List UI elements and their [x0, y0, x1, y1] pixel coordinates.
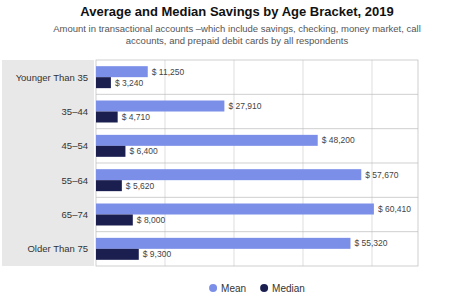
data-label: $ 8,000: [137, 215, 166, 225]
bar: [96, 249, 139, 260]
legend-swatch: [260, 284, 268, 292]
group-separator: [96, 163, 418, 164]
bar: [96, 77, 111, 88]
data-label: $ 4,710: [122, 112, 151, 122]
category-label: 45–54: [62, 140, 88, 151]
group-separator: [96, 231, 418, 232]
category-label: 55–64: [62, 175, 88, 186]
group-separator: [96, 197, 418, 198]
bar: [96, 238, 350, 249]
bar: [96, 146, 125, 157]
legend-label: Median: [272, 283, 305, 294]
bar: [96, 66, 148, 77]
legend-item: Median: [260, 283, 305, 294]
title: Average and Median Savings by Age Bracke…: [80, 4, 393, 19]
data-label: $ 57,670: [365, 170, 398, 180]
category-label: Younger Than 35: [16, 72, 88, 83]
bars: [96, 66, 374, 260]
plot-frame: [96, 60, 418, 266]
legend-label: Mean: [221, 283, 246, 294]
data-label: $ 5,620: [126, 181, 155, 191]
category-label: 35–44: [62, 106, 88, 117]
data-label: $ 9,300: [143, 249, 172, 259]
subtitle-line: Amount in transactional accounts –which …: [53, 23, 421, 34]
data-label: $ 60,410: [378, 204, 411, 214]
legend-swatch: [209, 284, 217, 292]
data-label: $ 27,910: [228, 101, 261, 111]
subtitle: Amount in transactional accounts –which …: [53, 23, 421, 46]
data-label: $ 6,400: [129, 146, 158, 156]
bar: [96, 101, 224, 112]
bar: [96, 204, 374, 215]
subtitle-line: accounts, and prepaid debit cards by all…: [126, 35, 349, 46]
label-panel: [2, 60, 94, 266]
legend-item: Mean: [209, 283, 246, 294]
category-label: Older Than 75: [27, 243, 88, 254]
bar: [96, 180, 122, 191]
group-separator: [96, 128, 418, 129]
legend: Mean Median: [209, 283, 305, 294]
data-label: $ 48,200: [322, 135, 355, 145]
bar: [96, 215, 133, 226]
category-label: 65–74: [62, 209, 88, 220]
data-labels: $ 11,250 $ 3,240 $ 27,910 $ 4,710 $ 48,200 $ …: [115, 67, 411, 260]
bar: [96, 135, 318, 146]
group-separator: [96, 94, 418, 95]
bar: [96, 169, 361, 180]
data-label: $ 3,240: [115, 78, 144, 88]
chart: Average and Median Savings by Age Bracke…: [0, 0, 474, 303]
bar: [96, 112, 118, 123]
data-label: $ 11,250: [152, 67, 185, 77]
data-label: $ 55,320: [354, 238, 387, 248]
